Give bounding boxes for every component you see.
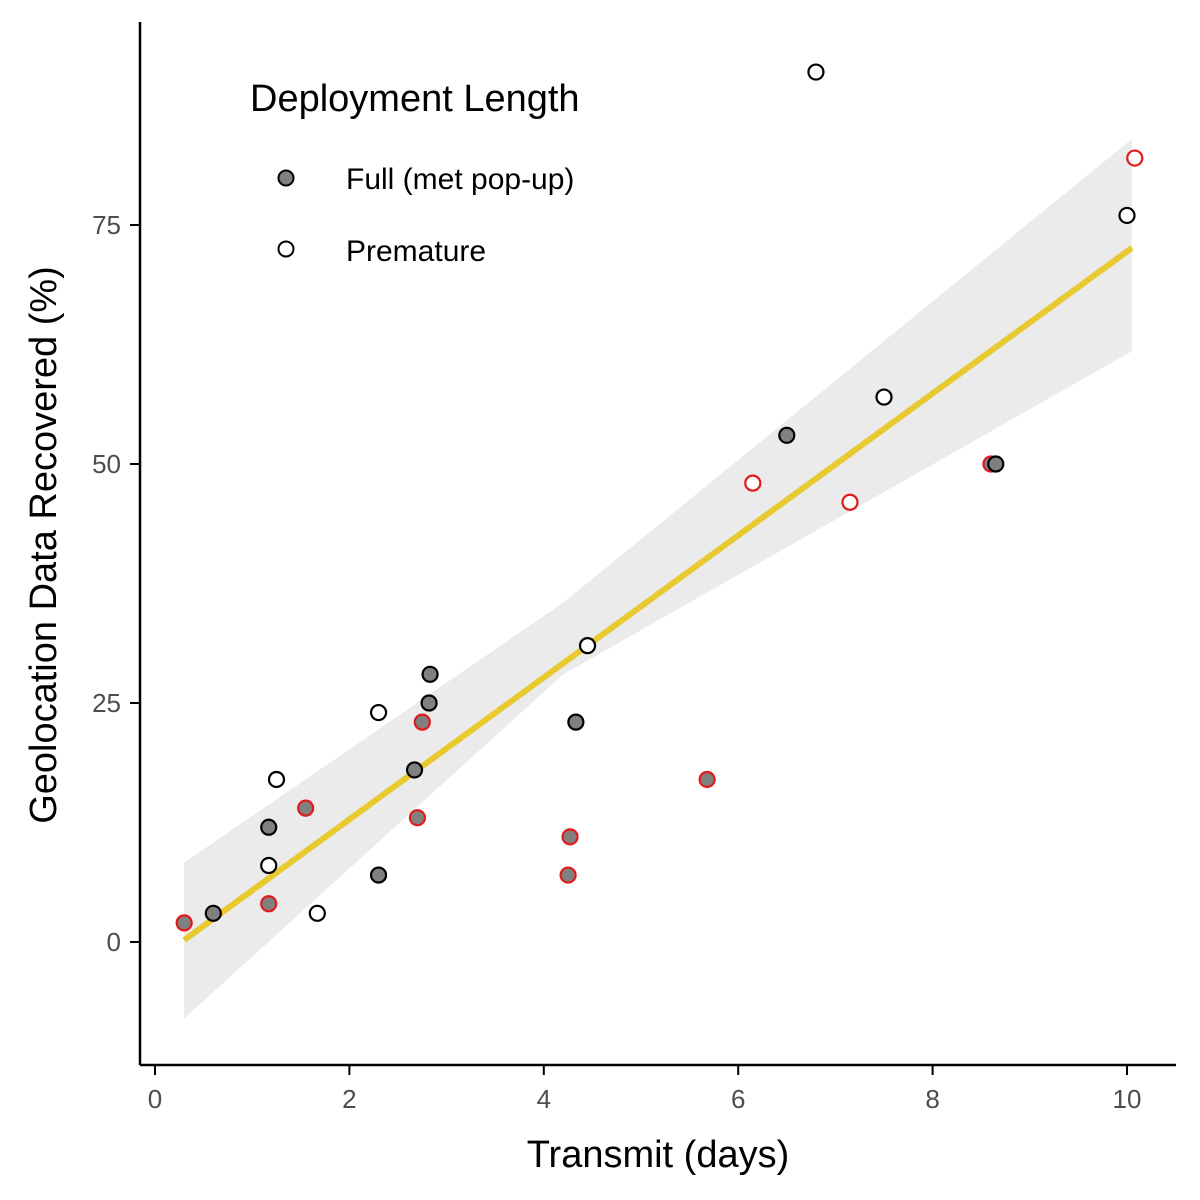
data-point-5 — [267, 770, 286, 789]
x-axis-ticks: 0 2 4 6 8 10 — [148, 1065, 1142, 1114]
x-tick-label-10: 10 — [1113, 1084, 1142, 1114]
data-point-15 — [559, 866, 577, 884]
data-point-23 — [841, 493, 859, 511]
data-point-16 — [561, 828, 579, 846]
legend-title: Deployment Length — [250, 78, 580, 120]
y-tick-label-75: 75 — [92, 210, 121, 240]
data-point-2 — [260, 818, 278, 836]
x-tick-label-6: 6 — [731, 1084, 745, 1114]
data-point-21 — [778, 426, 796, 444]
confidence-band — [184, 138, 1132, 1019]
data-point-3 — [260, 895, 278, 913]
y-tick-label-50: 50 — [92, 449, 121, 479]
points-layer — [175, 63, 1144, 932]
x-tick-label-0: 0 — [148, 1084, 162, 1114]
legend-label-premature: Premature — [346, 235, 486, 268]
data-point-20 — [744, 474, 762, 492]
confidence-band-layer — [184, 138, 1132, 1019]
y-axis-ticks: 0 25 50 75 — [92, 210, 140, 957]
data-point-17 — [567, 713, 585, 731]
x-tick-label-2: 2 — [342, 1084, 356, 1114]
data-point-24 — [875, 388, 893, 406]
data-point-27 — [1118, 206, 1136, 225]
data-point-10 — [405, 761, 424, 779]
legend-label-full: Full (met pop-up) — [346, 163, 574, 196]
data-point-6 — [297, 799, 315, 817]
data-point-8 — [369, 866, 388, 884]
data-point-14 — [421, 665, 439, 683]
data-point-11 — [408, 809, 427, 827]
legend-swatch-full — [277, 169, 295, 187]
data-point-9 — [369, 703, 388, 722]
data-point-4 — [260, 856, 278, 875]
regression-line — [182, 245, 1134, 943]
legend: Deployment Length Full (met pop-up) Prem… — [250, 78, 580, 268]
data-point-13 — [420, 694, 438, 712]
legend-swatch-premature — [277, 240, 295, 258]
data-point-26 — [987, 455, 1005, 473]
data-point-12 — [413, 713, 431, 731]
x-axis-title: Transmit (days) — [527, 1134, 790, 1176]
data-point-18 — [578, 637, 597, 655]
data-point-0 — [175, 914, 193, 932]
data-point-19 — [698, 770, 716, 789]
x-tick-label-4: 4 — [537, 1084, 551, 1114]
y-tick-label-25: 25 — [92, 688, 121, 718]
fit-line-layer — [182, 245, 1134, 943]
x-tick-label-8: 8 — [925, 1084, 939, 1114]
y-tick-label-0: 0 — [107, 927, 121, 957]
data-point-22 — [807, 63, 825, 81]
data-point-1 — [204, 904, 222, 922]
y-axis-title: Geolocation Data Recovered (%) — [23, 266, 65, 824]
data-point-28 — [1126, 149, 1144, 167]
data-point-7 — [308, 904, 326, 922]
